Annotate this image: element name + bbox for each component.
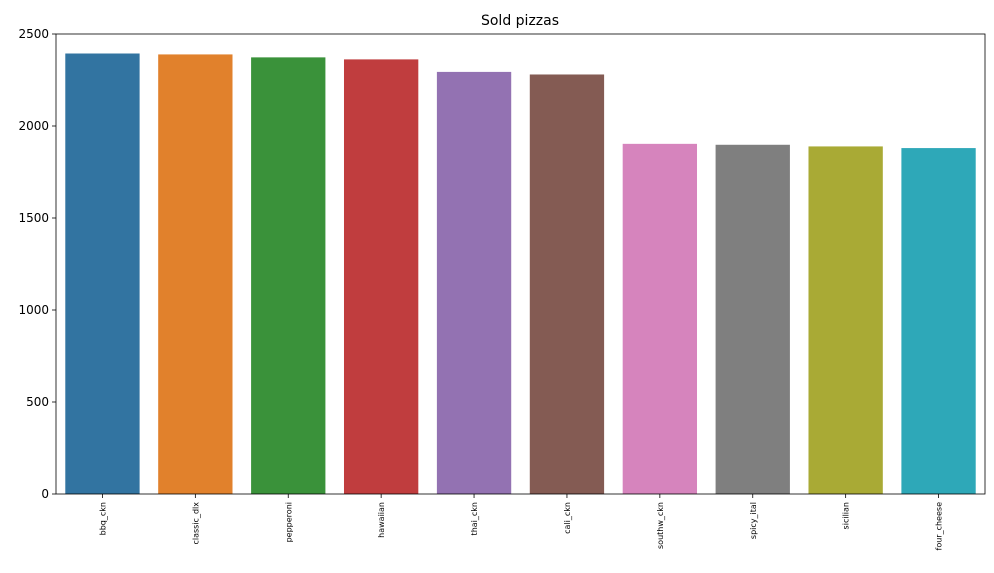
- y-tick-label: 1500: [18, 211, 49, 225]
- y-tick-label: 500: [26, 395, 49, 409]
- y-axis: 0 500 1000 1500 2000 2500: [18, 27, 56, 501]
- bar-bbq_ckn: [65, 53, 140, 494]
- x-tick-label: southw_ckn: [656, 502, 665, 549]
- bar-hawaiian: [343, 59, 419, 494]
- bar-spicy_ital: [715, 144, 790, 494]
- bars-layer: [65, 53, 976, 495]
- x-tick-label: pepperoni: [284, 502, 293, 542]
- y-tick-label: 0: [41, 487, 49, 501]
- x-tick-label: classic_dlx: [191, 502, 200, 545]
- y-tick-label: 2000: [18, 119, 49, 133]
- bar-thai_ckn: [436, 71, 512, 495]
- x-tick-label: four_cheese: [935, 502, 944, 551]
- y-tick-label: 1000: [18, 303, 49, 317]
- chart-title: Sold pizzas: [481, 13, 559, 29]
- x-tick-label: cali_ckn: [563, 502, 572, 534]
- bar-classic_dlx: [158, 54, 233, 495]
- x-tick-label: bbq_ckn: [98, 502, 107, 535]
- y-tick-label: 2500: [18, 27, 49, 41]
- plot-frame: [55, 33, 986, 495]
- bar-sicilian: [808, 146, 883, 495]
- x-tick-label: sicilian: [842, 502, 851, 529]
- x-axis: bbq_ckn classic_dlx pepperoni hawaiian thai_…: [98, 494, 944, 551]
- bar-cali_ckn: [529, 74, 605, 494]
- bar-pepperoni: [251, 57, 326, 495]
- axes-layer: [55, 33, 986, 495]
- x-tick-label: thai_ckn: [470, 502, 479, 535]
- x-tick-label: hawaiian: [377, 502, 386, 538]
- x-tick-label: spicy_ital: [749, 502, 758, 539]
- bar-four_cheese: [901, 148, 976, 494]
- bar-southw_ckn: [622, 143, 698, 494]
